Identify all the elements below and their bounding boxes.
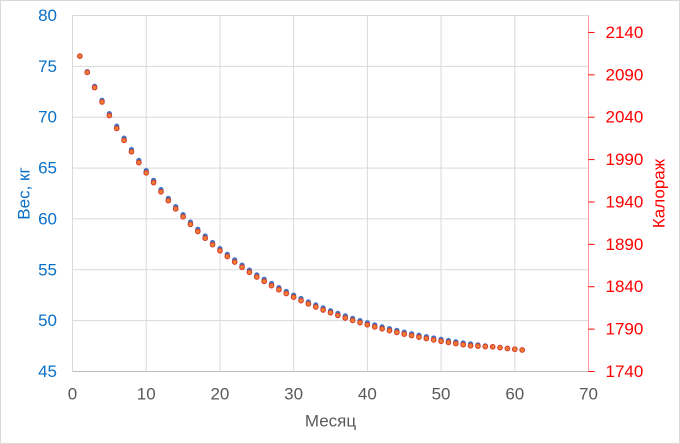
svg-text:Вес, кг: Вес, кг xyxy=(15,167,34,219)
svg-text:1790: 1790 xyxy=(606,320,644,339)
svg-text:50: 50 xyxy=(38,311,57,330)
svg-text:65: 65 xyxy=(38,159,57,178)
svg-text:1840: 1840 xyxy=(606,277,644,296)
svg-text:50: 50 xyxy=(432,385,451,404)
svg-text:1990: 1990 xyxy=(606,150,644,169)
svg-text:60: 60 xyxy=(38,209,57,228)
svg-text:Месяц: Месяц xyxy=(305,412,357,431)
svg-text:80: 80 xyxy=(38,6,57,25)
svg-text:70: 70 xyxy=(579,385,598,404)
svg-text:Калораж: Калораж xyxy=(650,158,669,228)
svg-text:20: 20 xyxy=(210,385,229,404)
svg-text:0: 0 xyxy=(68,385,77,404)
svg-text:70: 70 xyxy=(38,108,57,127)
svg-text:75: 75 xyxy=(38,57,57,76)
svg-text:40: 40 xyxy=(358,385,377,404)
svg-text:2040: 2040 xyxy=(606,108,644,127)
svg-text:30: 30 xyxy=(284,385,303,404)
svg-text:10: 10 xyxy=(137,385,156,404)
svg-text:1890: 1890 xyxy=(606,235,644,254)
svg-text:2090: 2090 xyxy=(606,65,644,84)
svg-text:60: 60 xyxy=(505,385,524,404)
svg-text:2140: 2140 xyxy=(606,23,644,42)
svg-text:45: 45 xyxy=(38,362,57,381)
svg-text:1740: 1740 xyxy=(606,362,644,381)
svg-text:1940: 1940 xyxy=(606,192,644,211)
svg-text:55: 55 xyxy=(38,260,57,279)
